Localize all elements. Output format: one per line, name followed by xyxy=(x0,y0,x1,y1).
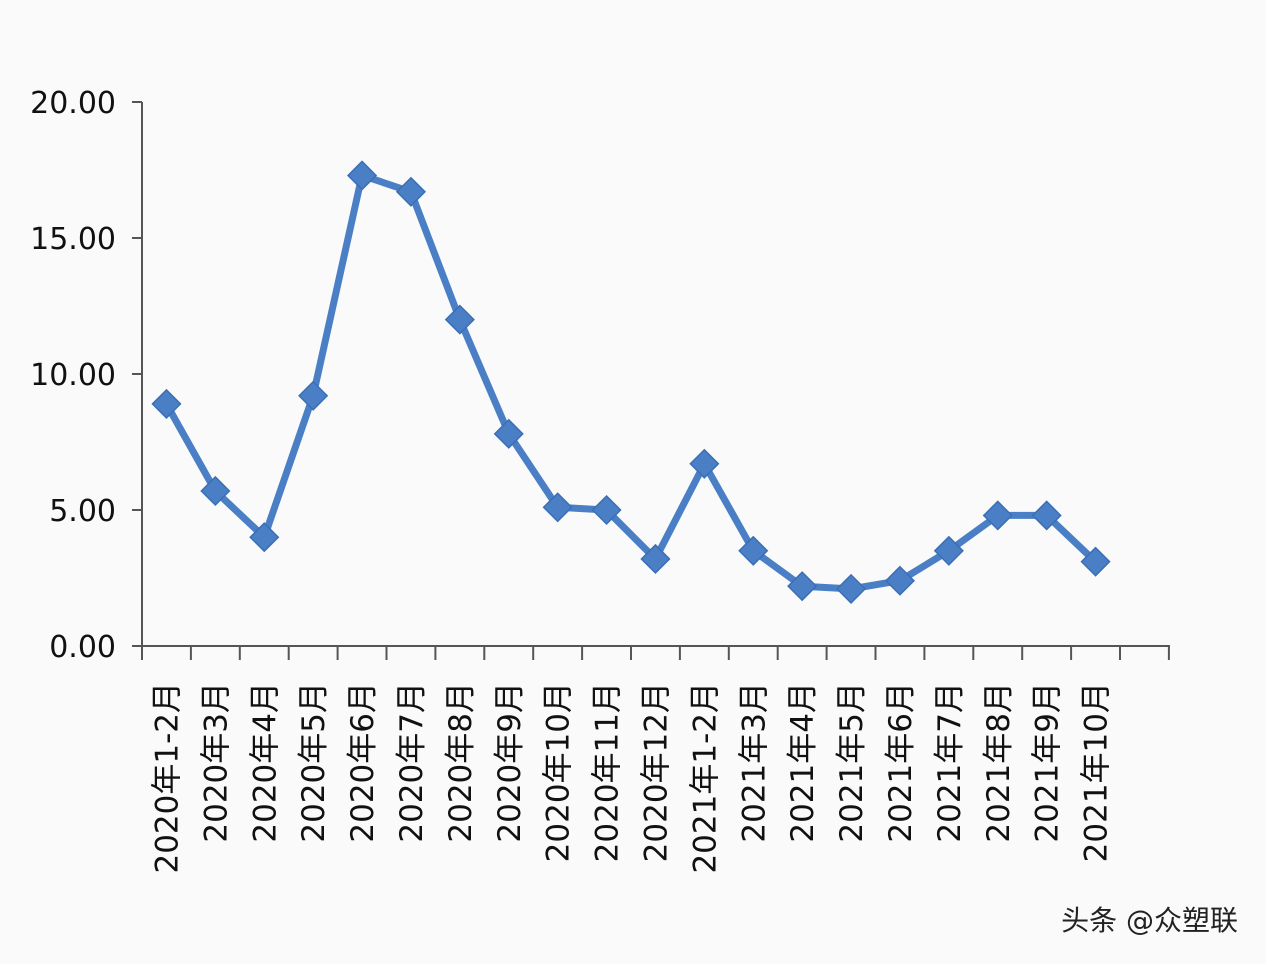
watermark-text: 头条 @众塑联 xyxy=(1061,904,1238,937)
data-point xyxy=(982,500,1013,531)
data-point xyxy=(738,535,769,566)
data-point xyxy=(689,448,720,479)
y-tick-label: 5.00 xyxy=(49,494,116,529)
data-point xyxy=(591,494,622,526)
data-point xyxy=(835,573,867,604)
data-point xyxy=(493,418,524,449)
x-tick-label: 2021年7月 xyxy=(932,682,968,843)
x-tick-label: 2020年1-2月 xyxy=(149,682,185,874)
x-tick-label: 2021年4月 xyxy=(785,682,821,843)
data-point xyxy=(200,475,231,507)
x-tick-label: 2021年1-2月 xyxy=(687,682,723,874)
y-tick-label: 0.00 xyxy=(49,630,116,665)
x-tick-label: 2020年4月 xyxy=(247,682,283,843)
x-tick-label: 2020年5月 xyxy=(296,682,332,843)
series-group xyxy=(151,160,1111,604)
x-tick-label: 2020年9月 xyxy=(492,682,528,843)
x-tick-label: 2021年6月 xyxy=(883,682,919,843)
data-point xyxy=(933,535,964,566)
x-tick-label: 2020年12月 xyxy=(638,682,674,862)
x-tick-label: 2020年7月 xyxy=(394,682,430,843)
data-point xyxy=(395,176,427,207)
data-point xyxy=(1031,500,1062,531)
x-tick-label: 2021年9月 xyxy=(1030,682,1066,843)
x-tick-label: 2021年8月 xyxy=(981,682,1017,843)
data-point xyxy=(298,380,329,411)
data-point xyxy=(444,304,475,335)
series-line xyxy=(162,171,1099,593)
x-tick-label: 2020年11月 xyxy=(590,682,626,862)
x-tick-label: 2021年3月 xyxy=(736,682,772,843)
data-point xyxy=(640,543,671,575)
data-point xyxy=(249,522,280,553)
y-tick-label: 15.00 xyxy=(30,222,116,257)
data-point xyxy=(346,160,378,191)
x-tick-label: 2020年6月 xyxy=(345,682,381,843)
x-tick-label: 2021年5月 xyxy=(834,682,870,843)
x-tick-label: 2020年3月 xyxy=(198,682,234,843)
y-tick-label: 20.00 xyxy=(30,86,116,121)
data-point xyxy=(1080,546,1111,577)
data-point xyxy=(151,388,182,419)
data-point xyxy=(542,492,573,523)
x-tick-label: 2021年10月 xyxy=(1079,682,1115,862)
x-tick-label: 2020年10月 xyxy=(541,682,577,862)
y-tick-label: 10.00 xyxy=(30,358,116,393)
y-axis-ticks: 0.00 5.00 10.00 15.00 20.00 xyxy=(30,86,142,665)
data-point xyxy=(884,565,916,596)
x-axis-ticks: 2020年1-2月 2020年3月 2020年4月 2020年5月 2020年6月 202… xyxy=(141,646,1170,874)
x-tick-label: 2020年8月 xyxy=(443,682,479,843)
data-point xyxy=(787,571,818,602)
